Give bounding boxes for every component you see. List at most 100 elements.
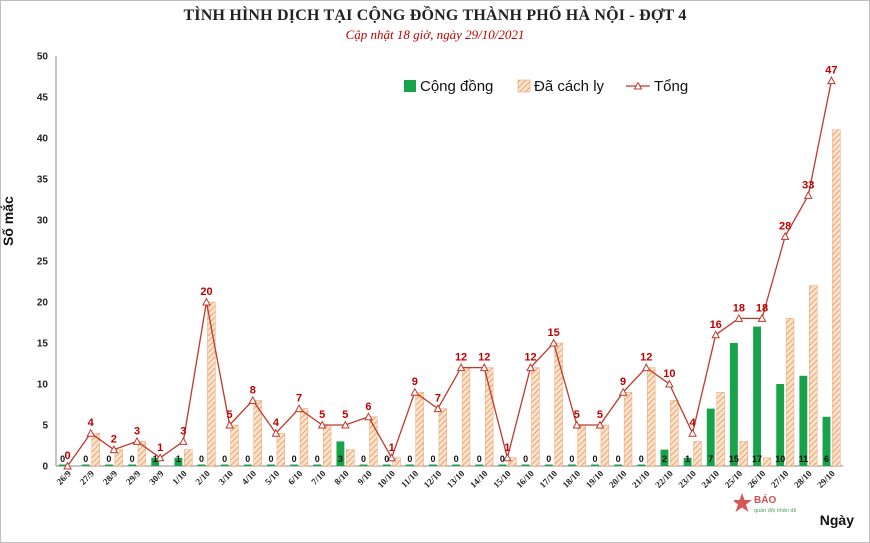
- bar-da-cach-ly: [785, 318, 795, 467]
- data-label-tong: 6: [365, 401, 371, 413]
- data-label-tong: 4: [273, 417, 280, 429]
- data-label-tong: 18: [733, 302, 745, 314]
- bar-da-cach-ly: [322, 424, 332, 467]
- y-tick-label: 25: [37, 257, 49, 268]
- bar-cong-dong: [452, 464, 461, 466]
- data-label-cong-dong: 0: [500, 454, 505, 464]
- x-tick-label: 29/9: [124, 468, 143, 487]
- x-axis-label: Ngày: [819, 512, 854, 528]
- bar-da-cach-ly: [577, 424, 586, 467]
- watermark-logo: BÁO quân đội nhân dân: [734, 493, 796, 514]
- marker-tong: [618, 387, 628, 396]
- x-tick-label: 25/10: [723, 468, 745, 490]
- data-label-cong-dong: 11: [799, 454, 809, 464]
- bar-cong-dong: [614, 464, 623, 466]
- chart-subtitle: Cập nhật 18 giờ, ngày 29/10/2021: [345, 27, 525, 42]
- data-label-tong: 5: [574, 409, 580, 421]
- bar-da-cach-ly: [739, 441, 748, 467]
- bar-cong-dong: [313, 464, 322, 466]
- x-tick-label: 19/10: [584, 468, 606, 490]
- chart-title: TÌNH HÌNH DỊCH TẠI CỘNG ĐỒNG THÀNH PHỐ H…: [183, 7, 687, 24]
- legend-swatch-cong-dong: [404, 80, 416, 92]
- data-label-cong-dong: 0: [199, 454, 204, 464]
- y-tick-label: 45: [37, 93, 49, 104]
- bar-da-cach-ly: [438, 408, 447, 467]
- data-label-tong: 28: [779, 220, 791, 232]
- data-label-tong: 3: [180, 425, 186, 437]
- bar-cong-dong: [359, 464, 368, 466]
- x-tick-label: 6/10: [286, 468, 305, 487]
- data-label-cong-dong: 7: [708, 454, 713, 464]
- bar-da-cach-ly: [832, 129, 841, 467]
- data-label-cong-dong: 0: [361, 454, 366, 464]
- data-label-cong-dong: 0: [593, 454, 598, 464]
- bar-cong-dong: [475, 464, 484, 466]
- data-label-tong: 5: [319, 409, 325, 421]
- data-label-cong-dong: 15: [729, 454, 739, 464]
- data-label-cong-dong: 0: [83, 454, 88, 464]
- marker-tong: [526, 363, 535, 372]
- bar-cong-dong: [544, 464, 553, 466]
- bar-cong-dong: [521, 464, 530, 466]
- bar-cong-dong: [637, 464, 646, 466]
- data-label-cong-dong: 0: [477, 454, 482, 464]
- data-label-cong-dong: 0: [268, 454, 273, 464]
- data-label-cong-dong: 0: [430, 454, 435, 464]
- marker-tong: [456, 363, 466, 372]
- bar-da-cach-ly: [623, 392, 633, 467]
- y-tick-label: 5: [42, 421, 48, 432]
- marker-tong: [549, 338, 558, 347]
- x-tick-label: 3/10: [217, 468, 236, 487]
- marker-tong: [63, 461, 72, 470]
- data-label-tong: 20: [200, 286, 212, 298]
- data-label-tong: 12: [524, 352, 536, 364]
- bar-da-cach-ly: [346, 449, 355, 467]
- data-label-tong: 1: [157, 442, 163, 454]
- data-label-cong-dong: 0: [569, 454, 574, 464]
- x-tick-label: 28/9: [101, 468, 120, 487]
- data-label-tong: 7: [435, 393, 441, 405]
- data-label-tong: 5: [342, 409, 348, 421]
- data-label-tong: 9: [620, 376, 626, 388]
- x-tick-label: 10/10: [375, 468, 397, 490]
- bar-da-cach-ly: [299, 408, 309, 467]
- bar-da-cach-ly: [114, 449, 123, 467]
- bar-da-cach-ly: [693, 441, 702, 467]
- marker-tong: [595, 420, 605, 429]
- marker-tong: [734, 313, 744, 322]
- bar-cong-dong: [197, 464, 206, 466]
- marker-tong: [341, 420, 350, 429]
- bar-da-cach-ly: [392, 457, 401, 467]
- bar-cong-dong: [683, 457, 692, 466]
- data-label-cong-dong: 0: [639, 454, 644, 464]
- bar-da-cach-ly: [137, 441, 147, 467]
- data-label-cong-dong: 0: [546, 454, 551, 464]
- data-label-tong: 0: [65, 450, 71, 462]
- y-tick-label: 30: [37, 216, 49, 227]
- marker-tong: [86, 428, 96, 437]
- data-label-tong: 12: [455, 352, 467, 364]
- marker-tong: [641, 363, 651, 372]
- marker-tong: [294, 404, 304, 413]
- bar-cong-dong: [567, 464, 576, 466]
- marker-tong: [479, 363, 489, 372]
- data-label-cong-dong: 0: [292, 454, 297, 464]
- marker-tong: [132, 436, 142, 445]
- marker-tong: [271, 428, 281, 437]
- bar-da-cach-ly: [253, 400, 262, 467]
- bar-cong-dong: [498, 464, 507, 466]
- bar-cong-dong: [822, 416, 831, 466]
- data-label-cong-dong: 0: [106, 454, 111, 464]
- data-label-cong-dong: 1: [153, 454, 158, 464]
- bar-da-cach-ly: [207, 301, 216, 467]
- marker-tong: [665, 379, 674, 388]
- bar-cong-dong: [591, 464, 599, 466]
- marker-tong: [225, 420, 234, 429]
- y-tick-label: 40: [37, 134, 49, 145]
- x-tick-label: 8/10: [332, 468, 351, 487]
- bar-cong-dong: [706, 408, 715, 466]
- data-label-cong-dong: 0: [407, 454, 412, 464]
- x-tick-label: 21/10: [630, 468, 652, 490]
- x-tick-label: 15/10: [491, 468, 513, 490]
